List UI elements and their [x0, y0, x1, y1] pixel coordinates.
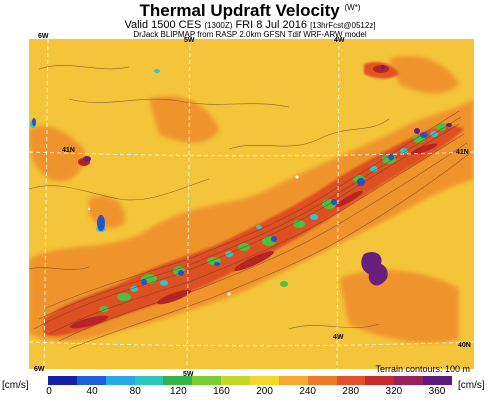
map-title: Thermal Updraft Velocity (W*) — [0, 1, 500, 21]
label-top-5w: 5W — [184, 37, 195, 44]
colorbar-tick-label: 200 — [256, 386, 273, 397]
label-bottom-6w: 6W — [34, 366, 45, 373]
label-bottom-5w: 5W — [183, 371, 194, 378]
blue-cells — [32, 118, 428, 285]
terrain-contour-note: Terrain contours: 100 m — [375, 364, 470, 374]
thermal-map — [29, 39, 474, 369]
label-left-41n: 41N — [62, 147, 75, 154]
colorbar-unit-left: [cm/s] — [2, 380, 29, 391]
terrain-contours — [29, 65, 470, 350]
label-mid-4w: 4W — [333, 334, 344, 341]
colorbar-segment — [394, 376, 424, 385]
colorbar-segment — [105, 376, 136, 385]
graticule — [29, 39, 474, 369]
forecast-run: [13hrFcst@0512z] — [310, 21, 376, 30]
map-subtitle: Valid 1500 CES (1300Z) FRI 8 Jul 2016 [1… — [0, 19, 500, 31]
colorbar-segment — [278, 376, 309, 385]
label-right-41n: 41N — [456, 149, 469, 156]
colorbar-segment — [307, 376, 338, 385]
colorbar-segment — [423, 376, 453, 385]
colorbar-segment — [250, 376, 280, 385]
label-top-6w: 6W — [38, 33, 49, 40]
title-text: Thermal Updraft Velocity — [139, 1, 340, 20]
model-credit: DrJack BLIPMAP from RASP 2.0km GFSN Tdif… — [133, 30, 367, 39]
utc-time: (1300Z) — [204, 21, 233, 30]
forecast-date: FRI 8 Jul 2016 — [235, 19, 307, 31]
colorbar-segment — [365, 376, 395, 385]
colorbar-tick-label: 360 — [428, 386, 446, 397]
purple-cells — [83, 65, 452, 286]
colorbar-unit-right: [cm/s] — [458, 380, 485, 391]
colorbar-tick-label: 40 — [86, 386, 98, 397]
colorbar-tick-label: 80 — [129, 386, 141, 397]
colorbar-tick-label: 0 — [46, 386, 52, 397]
location-markers — [87, 175, 299, 296]
colorbar-segment — [48, 376, 78, 385]
colorbar-tick-label: 160 — [213, 386, 230, 397]
colorbar-tick-label: 280 — [342, 386, 360, 397]
valid-time: Valid 1500 CES — [124, 19, 202, 31]
colorbar-tick-label: 120 — [169, 386, 187, 397]
label-right-40n: 40N — [458, 342, 471, 349]
title-units: (W*) — [344, 3, 361, 12]
colorbar-tick-label: 320 — [385, 386, 403, 397]
colorbar-segment — [163, 376, 193, 385]
colorbar-segment — [221, 376, 251, 385]
colorbar-segment — [192, 376, 222, 385]
label-top-4w: 4W — [334, 37, 345, 44]
colorbar-segment — [336, 376, 366, 385]
colorbar-segment — [76, 376, 107, 385]
colorbar-tick-label: 240 — [299, 386, 316, 397]
colorbar-segment — [134, 376, 164, 385]
